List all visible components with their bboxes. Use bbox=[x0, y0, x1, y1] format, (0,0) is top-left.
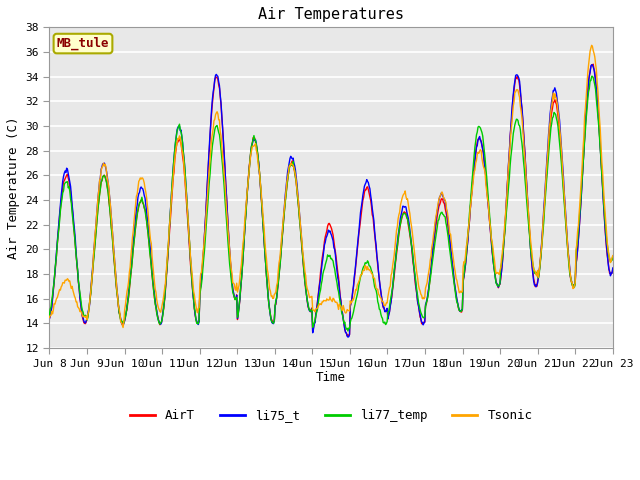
Line: li77_temp: li77_temp bbox=[49, 76, 613, 331]
AirT bbox=[589, 61, 597, 67]
li75_t bbox=[56, 211, 63, 216]
AirT bbox=[45, 316, 53, 322]
AirT bbox=[345, 333, 353, 339]
Line: Tsonic: Tsonic bbox=[49, 45, 613, 327]
li77_temp bbox=[171, 147, 179, 153]
Line: AirT: AirT bbox=[49, 64, 613, 336]
Tsonic bbox=[172, 148, 179, 154]
li75_t bbox=[171, 146, 179, 152]
Tsonic bbox=[417, 291, 425, 297]
li77_temp bbox=[417, 310, 425, 315]
Tsonic bbox=[114, 293, 122, 299]
li75_t bbox=[45, 316, 53, 322]
Tsonic bbox=[609, 253, 617, 259]
Title: Air Temperatures: Air Temperatures bbox=[258, 7, 404, 22]
li77_temp bbox=[589, 73, 596, 79]
li77_temp bbox=[344, 328, 352, 334]
AirT bbox=[201, 230, 209, 236]
li77_temp bbox=[56, 218, 63, 224]
li75_t bbox=[589, 62, 596, 68]
AirT bbox=[609, 266, 617, 272]
Tsonic bbox=[202, 225, 209, 231]
AirT bbox=[171, 156, 179, 162]
li75_t bbox=[609, 265, 617, 271]
li77_temp bbox=[401, 210, 408, 216]
li77_temp bbox=[114, 295, 122, 300]
li75_t bbox=[417, 316, 425, 322]
Line: li75_t: li75_t bbox=[49, 65, 613, 337]
Legend: AirT, li75_t, li77_temp, Tsonic: AirT, li75_t, li77_temp, Tsonic bbox=[125, 404, 538, 427]
X-axis label: Time: Time bbox=[316, 372, 346, 384]
Tsonic bbox=[401, 191, 408, 196]
li77_temp bbox=[201, 247, 209, 252]
AirT bbox=[417, 316, 425, 322]
li75_t bbox=[401, 204, 408, 210]
li75_t bbox=[344, 334, 352, 340]
Tsonic bbox=[56, 287, 63, 292]
Text: MB_tule: MB_tule bbox=[57, 37, 109, 50]
AirT bbox=[401, 209, 408, 215]
li75_t bbox=[114, 292, 122, 298]
li75_t bbox=[201, 231, 209, 237]
Y-axis label: Air Temperature (C): Air Temperature (C) bbox=[7, 117, 20, 259]
Tsonic bbox=[588, 42, 595, 48]
AirT bbox=[114, 295, 122, 301]
Tsonic bbox=[45, 314, 53, 320]
li77_temp bbox=[45, 312, 53, 318]
li77_temp bbox=[609, 254, 617, 260]
Tsonic bbox=[119, 324, 127, 330]
AirT bbox=[56, 214, 63, 219]
